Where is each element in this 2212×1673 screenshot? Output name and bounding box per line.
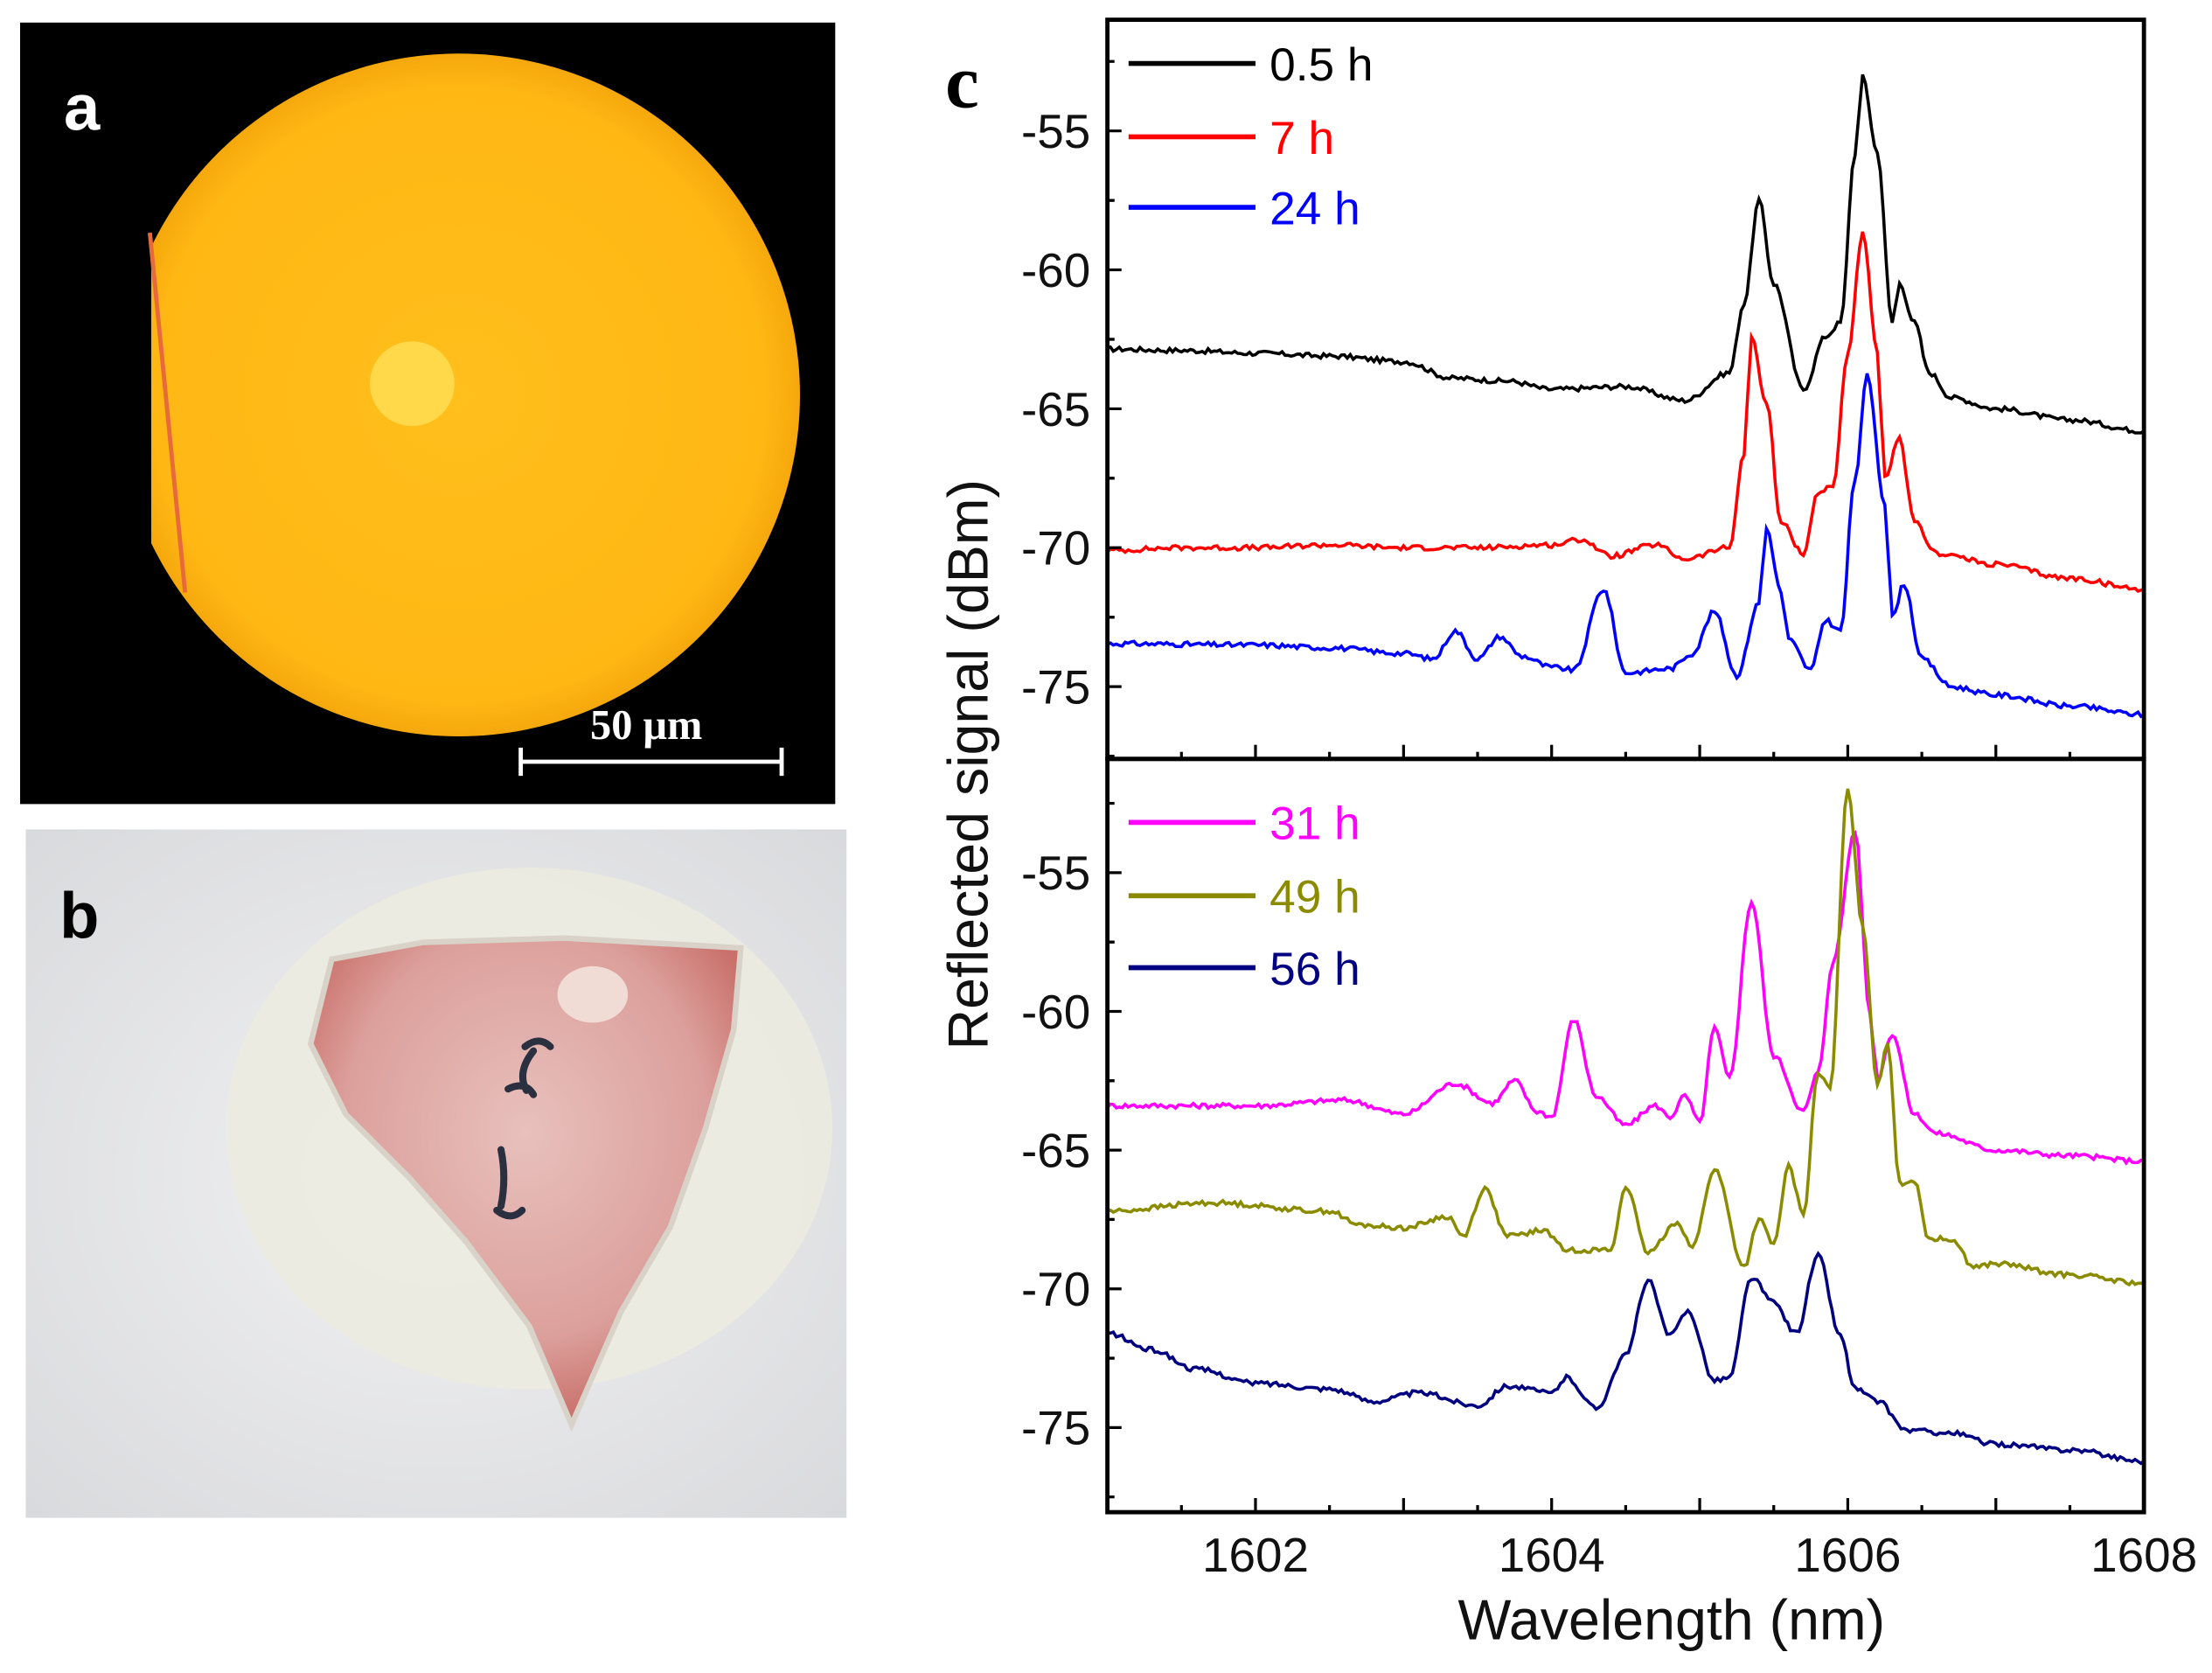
y-tick-label: -70 bbox=[1021, 1262, 1090, 1316]
panel-label-a: a bbox=[64, 71, 101, 143]
subplot-2: 31 h 49 h 56 h -55 -60 -65 -70 -75 bbox=[1021, 756, 2146, 1515]
scale-bar-label: 50 μm bbox=[590, 702, 702, 749]
y-tick-label: -60 bbox=[1021, 985, 1090, 1039]
legend-label: 24 h bbox=[1269, 183, 1360, 234]
x-tick-label: 1602 bbox=[1202, 1528, 1309, 1582]
series-line-56h bbox=[1107, 1251, 2145, 1466]
subplot-1: 0.5 h 7 h 24 h -55 -60 -65 -70 -75 bbox=[1021, 17, 2146, 762]
legend-label: 31 h bbox=[1269, 798, 1360, 850]
y-tick-label: -55 bbox=[1021, 104, 1090, 158]
panel-label-b: b bbox=[59, 880, 99, 952]
tissue-highlight bbox=[557, 965, 629, 1023]
fiber-core bbox=[370, 341, 455, 427]
fiber-cleave-edge bbox=[147, 232, 188, 593]
reflection-spectrum-chart: 0.5 h 7 h 24 h -55 -60 -65 -70 -75 31 h 49 h 56 h -… bbox=[1021, 17, 2197, 1582]
y-tick-label: -70 bbox=[1021, 521, 1090, 575]
panel-a: a 50 μm bbox=[20, 22, 836, 805]
y-tick-label: -65 bbox=[1021, 1123, 1090, 1177]
series-line-7h bbox=[1107, 231, 2145, 594]
y-tick-label: -75 bbox=[1021, 660, 1090, 715]
x-axis-title: Wavelength (nm) bbox=[1457, 1588, 1885, 1651]
series-line-24h bbox=[1107, 373, 2145, 719]
series-line-0.5h bbox=[1107, 73, 2145, 435]
tissue-sample bbox=[307, 935, 744, 1433]
fiber-end-face bbox=[151, 53, 800, 736]
series-line-31h bbox=[1107, 829, 2145, 1166]
y-axis-title: Reflected signal (dBm) bbox=[937, 479, 1000, 1049]
y-tick-label: -60 bbox=[1021, 243, 1090, 297]
x-tick-label: 1604 bbox=[1499, 1528, 1605, 1582]
legend-label: 0.5 h bbox=[1269, 39, 1373, 91]
x-tick-label: 1608 bbox=[2090, 1528, 2197, 1582]
legend-label: 49 h bbox=[1269, 872, 1360, 924]
y-tick-label: -65 bbox=[1021, 382, 1090, 436]
panel-b: b bbox=[25, 829, 847, 1518]
panel-c: c 0.5 h 7 h 24 h -55 -60 -65 -70 -75 31 h 49 h 56 … bbox=[937, 17, 2197, 1651]
x-tick-label: 1606 bbox=[1794, 1528, 1901, 1582]
panel-label-c: c bbox=[945, 39, 979, 124]
y-tick-label: -75 bbox=[1021, 1401, 1090, 1455]
plot-frame bbox=[1105, 756, 2146, 1515]
suture bbox=[493, 1037, 554, 1220]
legend-label: 56 h bbox=[1269, 944, 1360, 995]
legend-label: 7 h bbox=[1269, 113, 1334, 164]
series-line-49h bbox=[1107, 788, 2145, 1287]
y-tick-label: -55 bbox=[1021, 846, 1090, 900]
